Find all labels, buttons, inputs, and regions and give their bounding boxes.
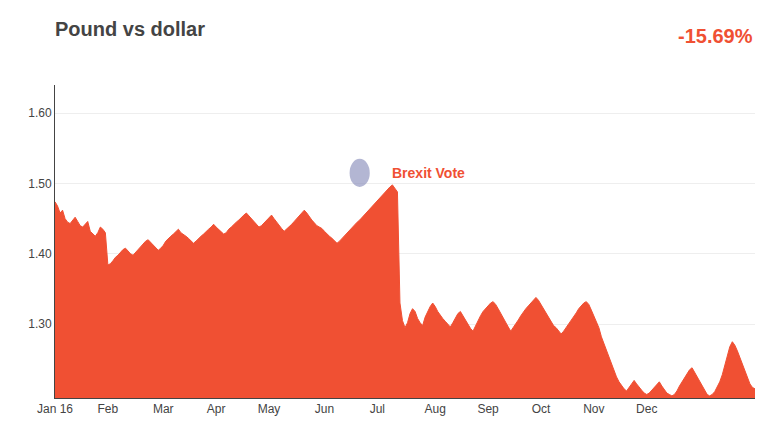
svg-text:Dec: Dec — [636, 402, 657, 416]
svg-text:Jan 16: Jan 16 — [37, 402, 73, 416]
svg-text:1.50: 1.50 — [28, 177, 52, 191]
svg-text:Nov: Nov — [583, 402, 604, 416]
svg-text:Apr: Apr — [207, 402, 226, 416]
svg-text:1.40: 1.40 — [28, 247, 52, 261]
svg-text:1.30: 1.30 — [28, 317, 52, 331]
svg-text:Pound vs dollar: Pound vs dollar — [55, 18, 205, 40]
svg-text:Jun: Jun — [315, 402, 334, 416]
svg-text:May: May — [258, 402, 281, 416]
svg-text:Aug: Aug — [425, 402, 446, 416]
svg-text:Jul: Jul — [370, 402, 385, 416]
svg-text:Feb: Feb — [98, 402, 119, 416]
svg-text:Sep: Sep — [477, 402, 499, 416]
svg-text:Oct: Oct — [532, 402, 551, 416]
svg-text:-15.69%: -15.69% — [678, 25, 753, 47]
svg-text:1.60: 1.60 — [28, 106, 52, 120]
svg-text:Mar: Mar — [153, 402, 174, 416]
svg-text:Brexit Vote: Brexit Vote — [392, 165, 465, 181]
